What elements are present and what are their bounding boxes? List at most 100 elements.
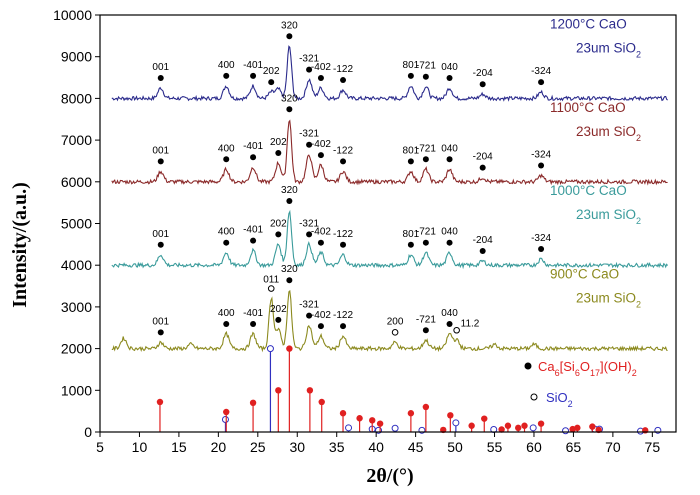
ca-peak-marker — [157, 158, 164, 165]
peak-label: -324 — [531, 150, 551, 161]
ca-peak-marker — [250, 72, 257, 79]
ca-peak-marker — [223, 239, 230, 246]
peak-label: 202 — [270, 218, 287, 229]
cah-reference-marker — [339, 410, 347, 417]
ca-peak-marker — [306, 231, 313, 238]
peak-label: 320 — [281, 185, 298, 196]
peak-label: 001 — [152, 145, 169, 156]
y-tick-label: 7000 — [61, 132, 92, 148]
ca-peak-marker — [340, 77, 347, 84]
peak-label: 400 — [218, 143, 235, 154]
y-tick-label: 2000 — [61, 341, 92, 357]
ca-peak-marker — [275, 150, 282, 157]
series-1000-pattern — [111, 209, 669, 270]
peak-label: 400 — [218, 227, 235, 238]
ca-peak-marker — [446, 239, 453, 246]
ca-peak-marker — [538, 162, 545, 169]
x-tick-label: 20 — [211, 439, 227, 455]
peak-label: -324 — [531, 233, 551, 244]
series-1000-temp-label: 1000°C CaO — [550, 183, 627, 198]
series-1200-pattern — [111, 45, 668, 102]
cah-reference-marker — [468, 422, 475, 429]
peak-label: 200 — [387, 316, 404, 327]
sio2-reference-marker — [452, 419, 460, 427]
y-tick-label: 3000 — [61, 299, 92, 315]
peak-label: 400 — [218, 308, 235, 319]
x-tick-label: 30 — [289, 439, 305, 455]
peak-label: -401 — [243, 308, 263, 319]
ca-peak-marker — [306, 312, 313, 319]
peak-label: -122 — [333, 310, 353, 321]
cah-reference-marker — [514, 424, 522, 432]
y-tick-label: 9000 — [61, 49, 92, 65]
series-900-pattern — [111, 289, 668, 353]
peak-label: -204 — [473, 235, 493, 246]
peak-label: -122 — [333, 145, 353, 156]
y-tick-label: 0 — [84, 424, 92, 440]
ca-peak-marker — [340, 323, 347, 330]
peak-label: -321 — [299, 54, 319, 65]
cah-reference-marker — [286, 345, 293, 352]
series-1100-pattern — [111, 119, 668, 186]
cah-reference-marker — [498, 426, 505, 433]
ca-peak-marker — [223, 156, 230, 163]
cah-reference-marker — [376, 420, 384, 427]
x-tick-label: 10 — [132, 439, 148, 455]
x-tick-label: 75 — [645, 439, 661, 455]
ca-peak-marker — [275, 231, 282, 238]
ca-peak-marker — [479, 248, 486, 255]
axes: 5 10 15 20 25 30 35 40 45 50 55 60 65 70 75 0 1000 2000 30… — [53, 7, 677, 455]
peak-label: -401 — [243, 60, 263, 71]
ca-peak-marker — [250, 154, 257, 161]
series-1100-temp-label: 1100°C CaO — [550, 100, 626, 115]
peak-label: 11.2 — [461, 318, 480, 329]
x-tick-label: 25 — [250, 439, 266, 455]
ca-peak-marker — [479, 81, 486, 88]
legend-cah-marker — [524, 362, 532, 370]
ca-peak-marker — [446, 156, 453, 163]
peak-label: -321 — [299, 129, 319, 140]
peak-label: -321 — [299, 218, 319, 229]
x-tick-label: 40 — [368, 439, 384, 455]
peak-label: 320 — [281, 93, 298, 104]
ca-peak-marker — [340, 241, 347, 248]
sio2-peak-marker — [453, 326, 460, 334]
sio2-reference-marker — [562, 427, 570, 435]
cah-reference-marker — [318, 398, 325, 406]
cah-reference-marker — [521, 422, 528, 429]
peak-label: -324 — [531, 66, 551, 77]
peak-label: 202 — [263, 66, 280, 77]
y-tick-label: 4000 — [61, 257, 92, 273]
peak-label: 400 — [218, 60, 235, 71]
ca-peak-marker — [306, 141, 313, 148]
y-tick-label: 6000 — [61, 174, 92, 190]
peak-label: -401 — [243, 225, 263, 236]
cah-reference-marker — [407, 410, 415, 417]
peak-label: -721 — [416, 314, 436, 325]
peak-label: 040 — [441, 227, 458, 238]
ca-peak-marker — [446, 321, 453, 328]
sio2-peak-marker — [391, 329, 399, 336]
peak-label: -721 — [416, 143, 436, 154]
series-1200-temp-label: 1200°C CaO — [550, 16, 627, 31]
peak-label: -321 — [299, 300, 319, 311]
peak-label: 801 — [403, 145, 420, 156]
cah-reference-marker — [249, 399, 257, 407]
series-1000-sio2-label: 23um SiO2 — [576, 207, 641, 226]
peak-label: 011 — [263, 275, 279, 286]
peak-label: -402 — [311, 227, 331, 238]
ca-peak-marker — [275, 316, 282, 323]
cah-reference-marker — [481, 415, 488, 422]
peak-label: -204 — [473, 152, 493, 163]
legend-cah-label: Ca6[Si6O17](OH)2 — [538, 359, 637, 378]
peak-label: -122 — [333, 64, 353, 75]
ca-peak-marker — [422, 327, 429, 334]
ca-peak-marker — [157, 329, 164, 336]
peak-label: -204 — [473, 68, 493, 79]
cah-reference-marker — [504, 422, 512, 429]
peak-label: 001 — [152, 229, 169, 240]
peak-label: 202 — [270, 304, 287, 315]
ca-peak-marker — [268, 79, 275, 86]
x-tick-label: 70 — [605, 439, 621, 455]
peak-label: -122 — [333, 229, 353, 240]
